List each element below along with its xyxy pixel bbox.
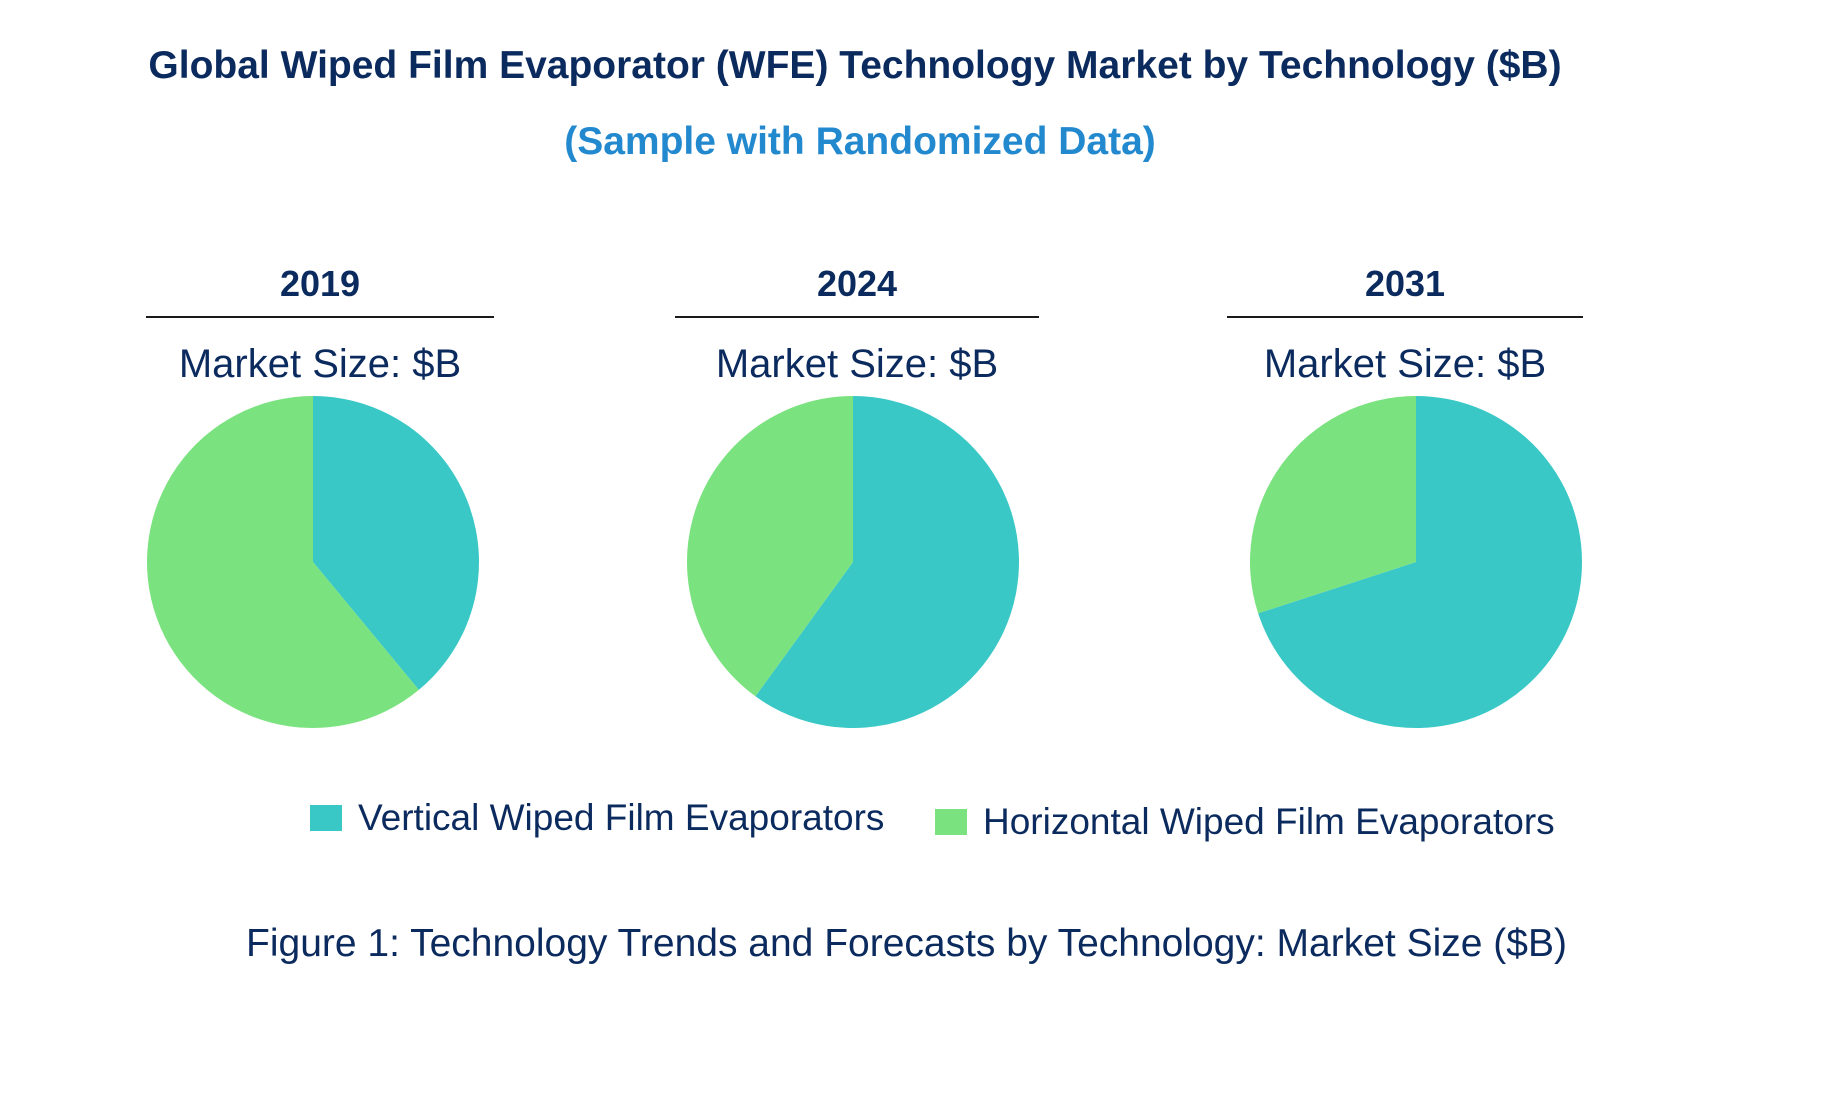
- pie-block-2024: 2024 Market Size: $B: [675, 262, 1039, 388]
- pie-slice-vertical: [755, 396, 1020, 728]
- pie-year-label: 2031: [1364, 263, 1446, 304]
- pie-block-2031: 2031 Market Size: $B: [1227, 262, 1583, 388]
- legend-swatch-horizontal: [935, 809, 967, 835]
- pie-slice-horizontal: [146, 396, 419, 728]
- pie-year-label: 2024: [816, 263, 898, 304]
- chart-legend: Vertical Wiped Film Evaporators Horizont…: [310, 796, 1610, 856]
- pie-chart-2019: [146, 396, 479, 728]
- pie-slice-vertical: [313, 396, 479, 690]
- legend-label-vertical: Vertical Wiped Film Evaporators: [358, 797, 885, 838]
- pie-market-size-label: Market Size: $B: [178, 342, 462, 386]
- figure-caption: Figure 1: Technology Trends and Forecast…: [0, 920, 1828, 968]
- pie-slice-horizontal: [687, 396, 853, 697]
- pie-block-2019: 2019 Market Size: $B: [146, 262, 494, 388]
- pie-market-size-label: Market Size: $B: [1263, 342, 1547, 386]
- legend-label-horizontal: Horizontal Wiped Film Evaporators: [983, 801, 1555, 842]
- pie-slice-horizontal: [1250, 396, 1416, 614]
- chart-title: Global Wiped Film Evaporator (WFE) Techn…: [148, 44, 1562, 87]
- pie-title-divider: [146, 316, 494, 318]
- legend-item-horizontal: Horizontal Wiped Film Evaporators: [935, 800, 1555, 844]
- pie-market-size-label: Market Size: $B: [715, 342, 999, 386]
- pie-chart-2031: [1250, 396, 1582, 728]
- legend-item-vertical: Vertical Wiped Film Evaporators: [310, 796, 884, 840]
- pie-title-divider: [1227, 316, 1583, 318]
- legend-swatch-vertical: [310, 805, 342, 831]
- pie-chart-2024: [687, 396, 1020, 728]
- pie-title-divider: [675, 316, 1039, 318]
- pie-slice-vertical: [1258, 396, 1582, 728]
- pie-year-label: 2019: [279, 263, 361, 304]
- figure-caption-text: Figure 1: Technology Trends and Forecast…: [246, 922, 1567, 965]
- chart-subtitle: (Sample with Randomized Data): [564, 120, 1156, 163]
